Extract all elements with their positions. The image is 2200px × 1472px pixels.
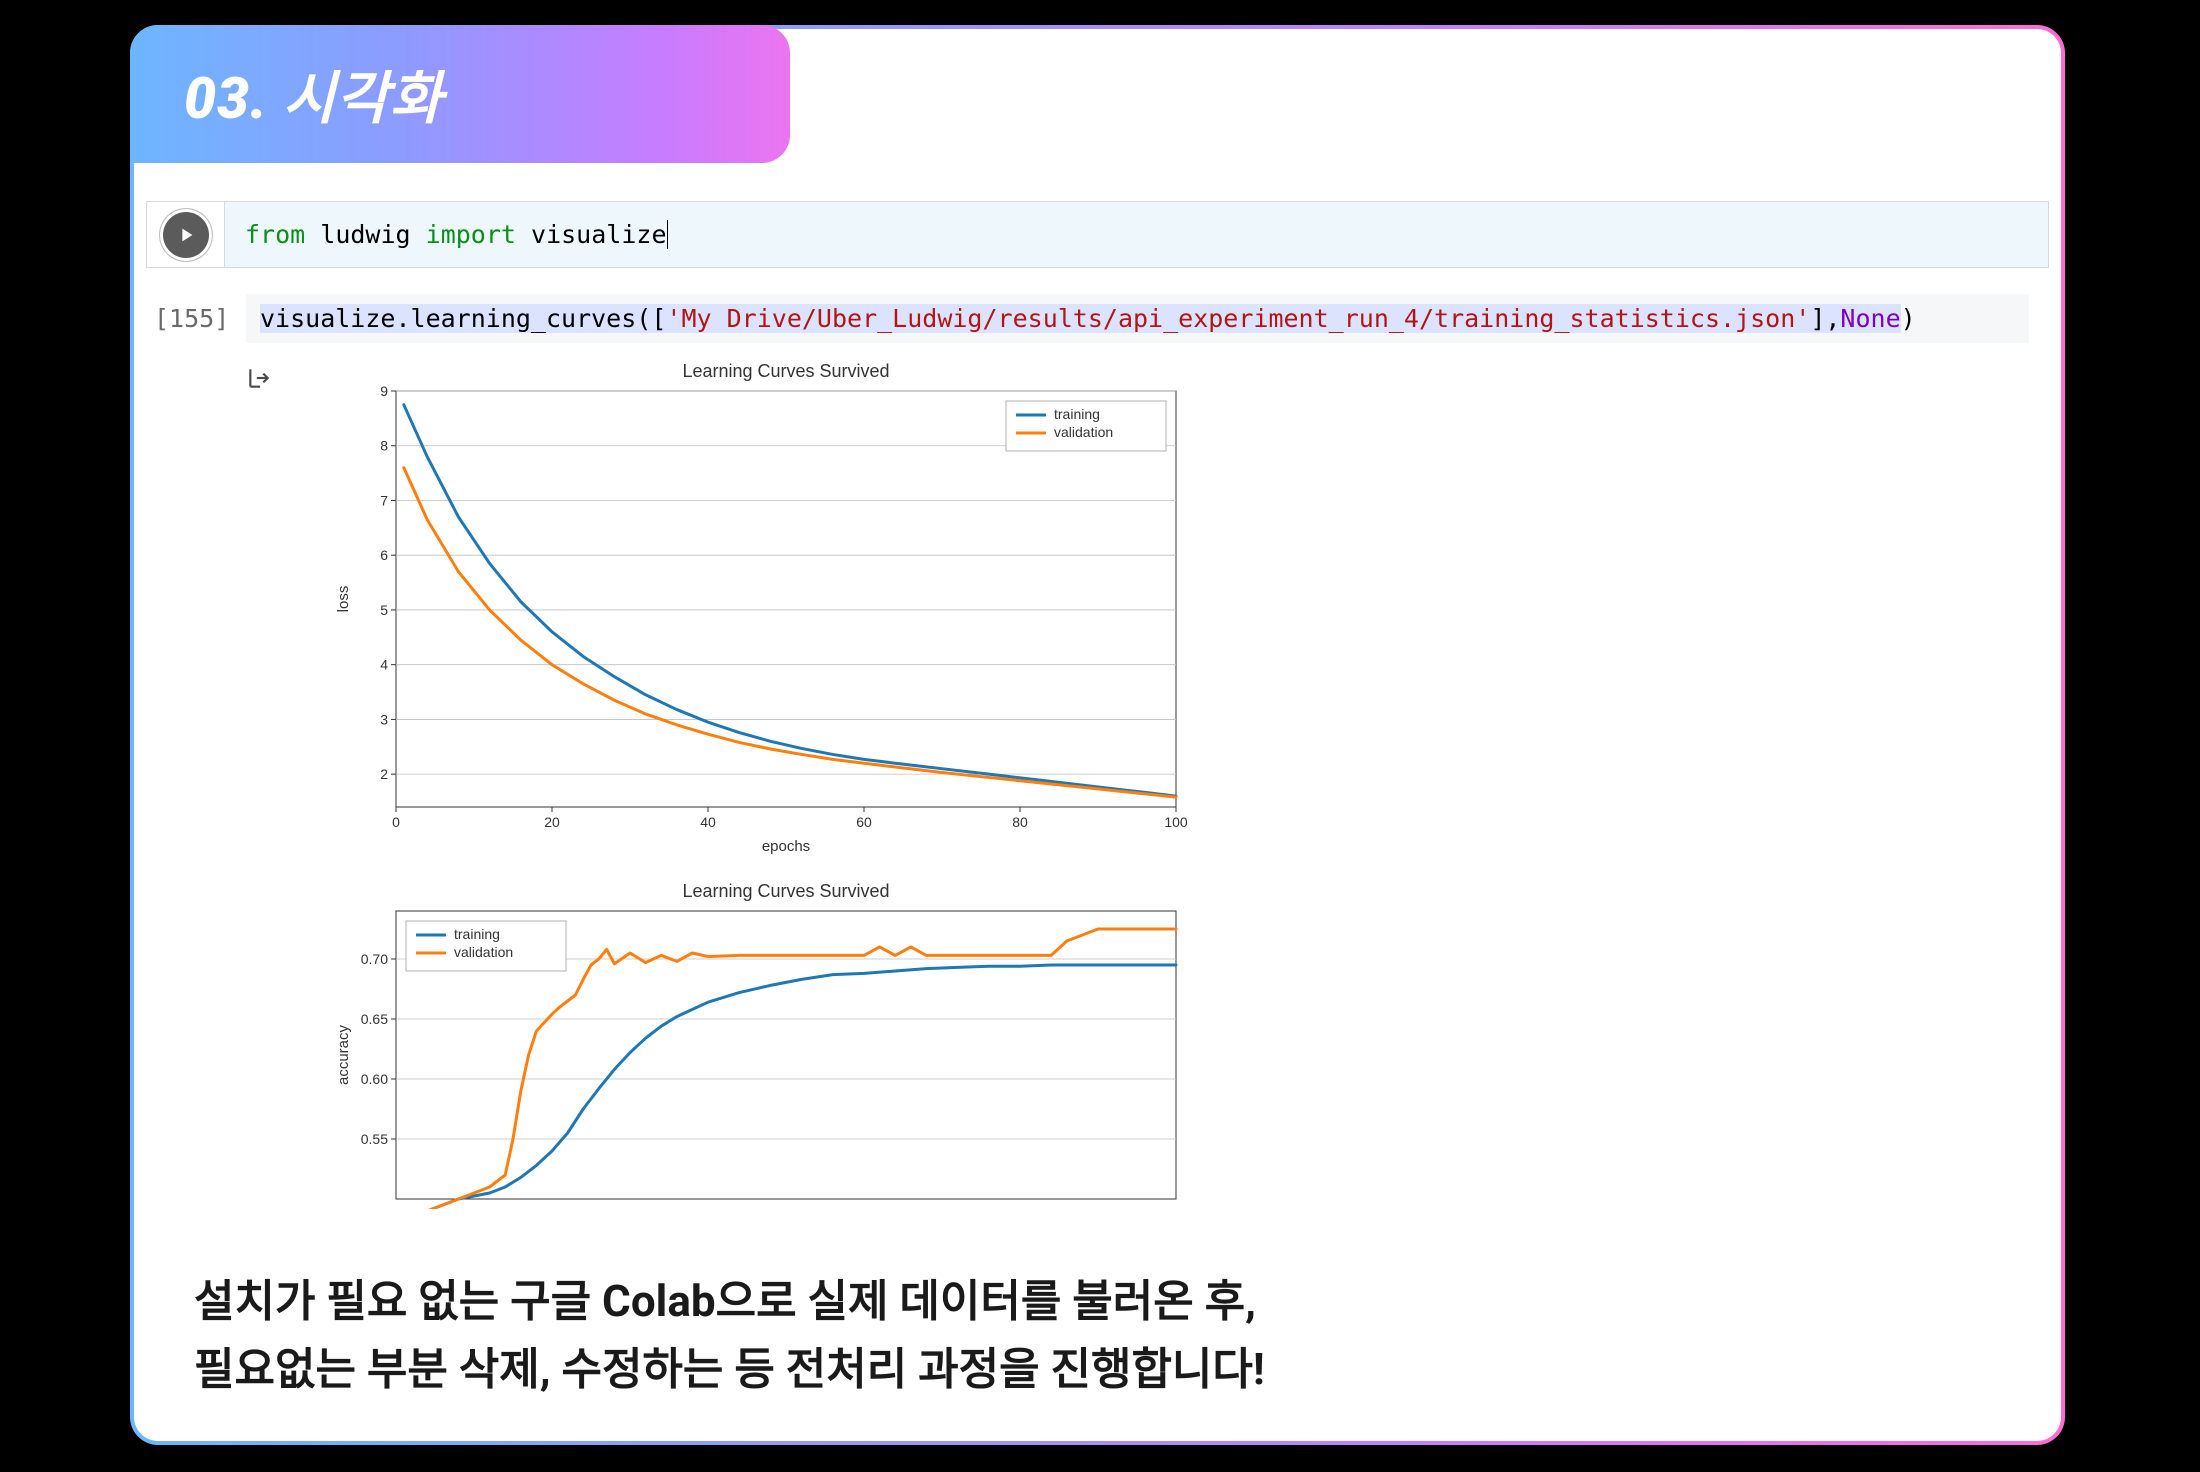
svg-text:training: training [454, 926, 500, 942]
play-icon [175, 224, 197, 246]
svg-text:5: 5 [380, 602, 388, 618]
svg-text:0.55: 0.55 [361, 1131, 388, 1147]
footer-line-1: 설치가 필요 없는 구글 Colab으로 실제 데이터를 불러온 후, [194, 1267, 2001, 1335]
svg-text:0.60: 0.60 [361, 1071, 388, 1087]
code-editor-1[interactable]: from ludwig import visualize [224, 201, 2049, 268]
svg-text:0.65: 0.65 [361, 1011, 388, 1027]
svg-text:Learning Curves Survived: Learning Curves Survived [682, 361, 889, 381]
svg-text:100: 100 [1164, 814, 1188, 830]
svg-text:40: 40 [700, 814, 716, 830]
svg-text:0: 0 [392, 814, 400, 830]
footer-line-2: 필요없는 부분 삭제, 수정하는 등 전처리 과정을 진행합니다! [194, 1335, 2001, 1403]
svg-text:8: 8 [380, 438, 388, 454]
identifier-target: visualize [531, 220, 667, 249]
execution-count: [155] [146, 294, 246, 333]
svg-text:7: 7 [380, 492, 388, 508]
svg-text:60: 60 [856, 814, 872, 830]
content-card: from ludwig import visualize [155] visua… [130, 25, 2065, 1445]
svg-text:epochs: epochs [762, 838, 810, 855]
chart-loss: 2 3 4 5 6 7 8 9 0 20 40 60 80 100 Learning Curves Surv… [286, 349, 1206, 869]
cell-gutter [146, 201, 224, 268]
keyword-from: from [245, 220, 305, 249]
svg-text:0.70: 0.70 [361, 951, 388, 967]
cell-output: 2 3 4 5 6 7 8 9 0 20 40 60 80 100 Learning Curves Surv… [146, 349, 2049, 1209]
code-cell-1: from ludwig import visualize [146, 201, 2049, 268]
svg-text:6: 6 [380, 547, 388, 563]
code-editor-2[interactable]: visualize.learning_curves(['My Drive/Ube… [246, 294, 2029, 343]
svg-text:loss: loss [335, 586, 352, 613]
svg-text:Learning Curves Survived: Learning Curves Survived [682, 881, 889, 901]
code-string: 'My Drive/Uber_Ludwig/results/api_experi… [666, 304, 1810, 333]
svg-text:80: 80 [1012, 814, 1028, 830]
run-button[interactable] [160, 209, 212, 261]
footer-text: 설치가 필요 없는 구글 Colab으로 실제 데이터를 불러온 후, 필요없는… [194, 1267, 2001, 1403]
code-cell-2: [155] visualize.learning_curves(['My Dri… [146, 294, 2049, 343]
svg-text:3: 3 [380, 711, 388, 727]
keyword-import: import [426, 220, 516, 249]
svg-text:20: 20 [544, 814, 560, 830]
notebook-content: from ludwig import visualize [155] visua… [146, 189, 2049, 1211]
header-title: 03. 시각화 [184, 53, 443, 135]
code-none: None [1840, 304, 1900, 333]
svg-text:validation: validation [454, 944, 513, 960]
svg-text:9: 9 [380, 383, 388, 399]
identifier-module: ludwig [320, 220, 410, 249]
svg-text:validation: validation [1054, 424, 1113, 440]
chart-container: 2 3 4 5 6 7 8 9 0 20 40 60 80 100 Learning Curves Surv… [286, 349, 1206, 1209]
svg-text:accuracy: accuracy [335, 1024, 352, 1085]
svg-text:4: 4 [380, 657, 388, 673]
code-call: visualize.learning_curves [260, 304, 636, 333]
header-tab: 03. 시각화 [130, 25, 790, 163]
output-collapse-icon[interactable] [246, 349, 286, 1209]
svg-text:2: 2 [380, 766, 388, 782]
svg-text:training: training [1054, 406, 1100, 422]
chart-accuracy: 0.55 0.60 0.65 0.70 Learning Curves Survived… [286, 869, 1206, 1209]
